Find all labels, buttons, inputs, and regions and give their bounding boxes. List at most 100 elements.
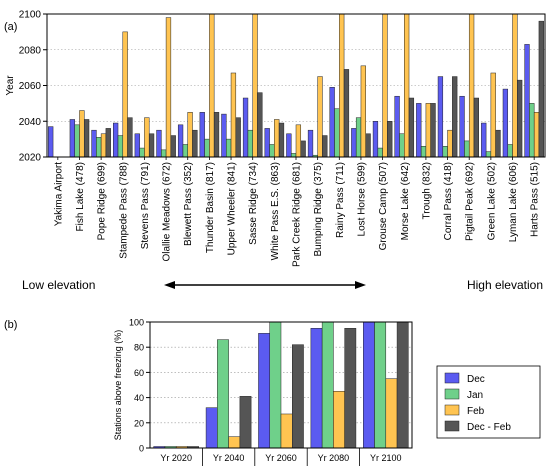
a-bar-rainy-pass-711-dec-feb xyxy=(343,69,350,158)
a-bar-thunder-basin-817-jan xyxy=(204,138,210,158)
panel-b-label: (b) xyxy=(4,319,17,331)
b-bar-yr-2060-feb xyxy=(280,413,293,449)
panel-b-frame xyxy=(149,321,413,449)
a-bar-lyman-lake-606-dec xyxy=(502,88,509,158)
a-bar-harts-pass-515-feb xyxy=(533,112,540,158)
a-bar-pope-ridge-699-dec xyxy=(91,129,97,158)
a-x-tick-label-pigtail-peak-692: Pigtail Peak (692) xyxy=(465,162,476,241)
a-x-tick-label-fish-lake-478: Fish Lake (478) xyxy=(75,162,86,231)
b-y-tick-label-60: 60 xyxy=(134,368,144,378)
b-x-tick-label-yr-2040: Yr 2040 xyxy=(213,453,245,463)
b-x-tick-label-yr-2060: Yr 2060 xyxy=(265,453,297,463)
b-bar-yr-2100-dec xyxy=(363,321,375,449)
panel-a-y-axis-label: Year xyxy=(5,75,16,96)
panel-a-y-ticks: 2020 2040 2060 2080 2100 xyxy=(19,10,47,164)
a-bar-lost-horse-599-feb xyxy=(360,65,366,158)
a-bar-harts-pass-515-jan xyxy=(529,103,535,158)
a-bar-fish-lake-478-dec-feb xyxy=(83,119,90,158)
a-y-tick-label-2060: 2060 xyxy=(19,81,42,92)
a-x-tick-label-white-pass-e-s-863: White Pass E.S. (863) xyxy=(270,162,281,260)
a-bar-lyman-lake-606-feb xyxy=(512,13,518,158)
a-y-tick-label-2100: 2100 xyxy=(19,10,42,21)
a-x-tick-label-park-creek-ridge-681: Park Creek Ridge (681) xyxy=(292,162,303,267)
a-bar-upper-wheeler-841-feb xyxy=(230,72,237,158)
a-x-tick-label-stampede-pass-788: Stampede Pass (788) xyxy=(118,162,129,259)
a-bar-olallie-meadows-672-dec xyxy=(156,129,162,158)
a-bar-park-creek-ridge-681-dec xyxy=(286,133,292,158)
legend-label-dec: Dec xyxy=(467,374,485,385)
b-bar-yr-2040-dec-feb xyxy=(239,396,252,449)
a-bar-trough-832-jan xyxy=(420,146,427,158)
b-bar-yr-2080-dec xyxy=(310,328,323,449)
panel-b-chart: 0 20 40 60 80 100 Stations above freezing (%)… xyxy=(113,318,541,466)
a-x-tick-label-olallie-meadows-672: Olallie Meadows (672) xyxy=(162,162,173,261)
legend-swatch-dec-feb xyxy=(444,420,460,432)
b-x-tick-label-yr-2100: Yr 2100 xyxy=(370,453,402,463)
a-bar-white-pass-e-s-863-dec xyxy=(264,128,270,158)
panel-a-x-ticks: Yakima Airport Fish Lake (478) Pope Ridge … xyxy=(53,157,541,267)
b-bar-yr-2080-dec-feb xyxy=(344,328,357,449)
a-bar-grouse-camp-507-dec-feb xyxy=(387,121,393,158)
a-x-tick-label-harts-pass-515: Harts Pass (515) xyxy=(530,162,541,237)
legend-swatch-jan xyxy=(444,388,460,400)
b-bar-yr-2100-feb xyxy=(385,378,398,449)
a-bar-pigtail-peak-692-jan xyxy=(464,140,470,158)
a-x-tick-label-thunder-basin-817: Thunder Basin (817) xyxy=(205,162,216,253)
a-bar-morse-lake-642-dec-feb xyxy=(408,97,415,158)
a-bar-morse-lake-642-dec xyxy=(394,95,400,158)
a-bar-stampede-pass-788-feb xyxy=(122,31,128,158)
a-bar-fish-lake-478-jan xyxy=(74,124,80,158)
b-y-tick-label-0: 0 xyxy=(139,444,144,454)
a-bar-lost-horse-599-jan xyxy=(355,117,362,158)
b-bar-yr-2060-dec xyxy=(258,333,270,449)
b-bar-yr-2100-dec-feb xyxy=(396,321,409,449)
a-bar-rainy-pass-711-feb xyxy=(339,13,345,158)
panel-a-chart: 2020 2040 2060 2080 2100 Year Yakima Airport… xyxy=(5,10,546,292)
b-y-tick-label-80: 80 xyxy=(134,343,144,353)
a-x-tick-label-green-lake-502: Green Lake (502) xyxy=(486,162,497,240)
a-bar-sasse-ridge-734-jan xyxy=(247,129,253,158)
a-bar-lyman-lake-606-jan xyxy=(507,144,513,158)
a-x-tick-label-upper-wheeler-841: Upper Wheeler (841) xyxy=(227,162,238,255)
b-x-tick-label-yr-2020: Yr 2020 xyxy=(160,453,192,463)
a-bar-bumping-ridge-375-dec-feb xyxy=(322,135,328,158)
a-x-tick-label-yakima-airport: Yakima Airport xyxy=(53,162,64,227)
a-x-tick-label-pope-ridge-699: Pope Ridge (699) xyxy=(97,162,108,240)
a-bar-rainy-pass-711-jan xyxy=(334,108,340,158)
a-bar-corral-pass-418-feb xyxy=(447,129,453,158)
a-x-tick-label-grouse-camp-507: Grouse Camp (507) xyxy=(378,162,389,250)
legend-label-dec-feb: Dec - Feb xyxy=(467,422,511,433)
b-bar-yr-2040-dec xyxy=(205,407,218,449)
a-x-tick-label-corral-pass-418: Corral Pass (418) xyxy=(443,162,454,240)
a-bar-stevens-pass-791-feb xyxy=(144,117,150,158)
b-x-tick-label-yr-2080: Yr 2080 xyxy=(318,453,350,463)
a-bar-sasse-ridge-734-dec-feb xyxy=(257,92,263,158)
a-x-tick-label-lyman-lake-606: Lyman Lake (606) xyxy=(508,162,519,242)
a-bar-pope-ridge-699-feb xyxy=(100,133,107,158)
a-bar-green-lake-502-dec-feb xyxy=(495,129,501,158)
a-bar-white-pass-e-s-863-dec-feb xyxy=(278,122,285,158)
a-bar-trough-832-dec-feb xyxy=(430,103,436,158)
b-y-tick-label-100: 100 xyxy=(129,318,144,328)
b-y-tick-label-40: 40 xyxy=(134,393,144,403)
a-bar-rainy-pass-711-dec xyxy=(329,87,335,158)
a-bar-morse-lake-642-feb xyxy=(404,13,410,158)
legend-swatch-dec xyxy=(444,372,460,384)
a-bar-yakima-airport-dec xyxy=(48,126,54,158)
a-bar-pigtail-peak-692-dec xyxy=(459,95,465,158)
a-bar-upper-wheeler-841-jan xyxy=(226,138,232,158)
a-bar-upper-wheeler-841-dec xyxy=(221,113,227,158)
a-y-tick-label-2080: 2080 xyxy=(19,45,42,56)
a-x-tick-label-morse-lake-642: Morse Lake (642) xyxy=(400,162,411,240)
a-y-tick-label-2020: 2020 xyxy=(19,153,42,164)
a-x-tick-label-stevens-pass-791: Stevens Pass (791) xyxy=(140,162,151,249)
panel-b-x-ticks: Yr 2020 Yr 2040 Yr 2060 Yr 2080 Yr 2100 xyxy=(160,448,402,466)
a-bar-fish-lake-478-feb xyxy=(79,110,85,158)
a-bar-trough-832-dec xyxy=(416,103,422,158)
panel-a-label: (a) xyxy=(4,21,17,33)
b-bar-yr-2080-jan xyxy=(321,321,334,449)
b-bar-yr-2040-jan xyxy=(217,339,229,449)
a-bar-upper-wheeler-841-dec-feb xyxy=(235,117,241,158)
a-bar-stevens-pass-791-dec xyxy=(134,133,140,158)
panel-b-y-axis-label: Stations above freezing (%) xyxy=(113,330,123,441)
